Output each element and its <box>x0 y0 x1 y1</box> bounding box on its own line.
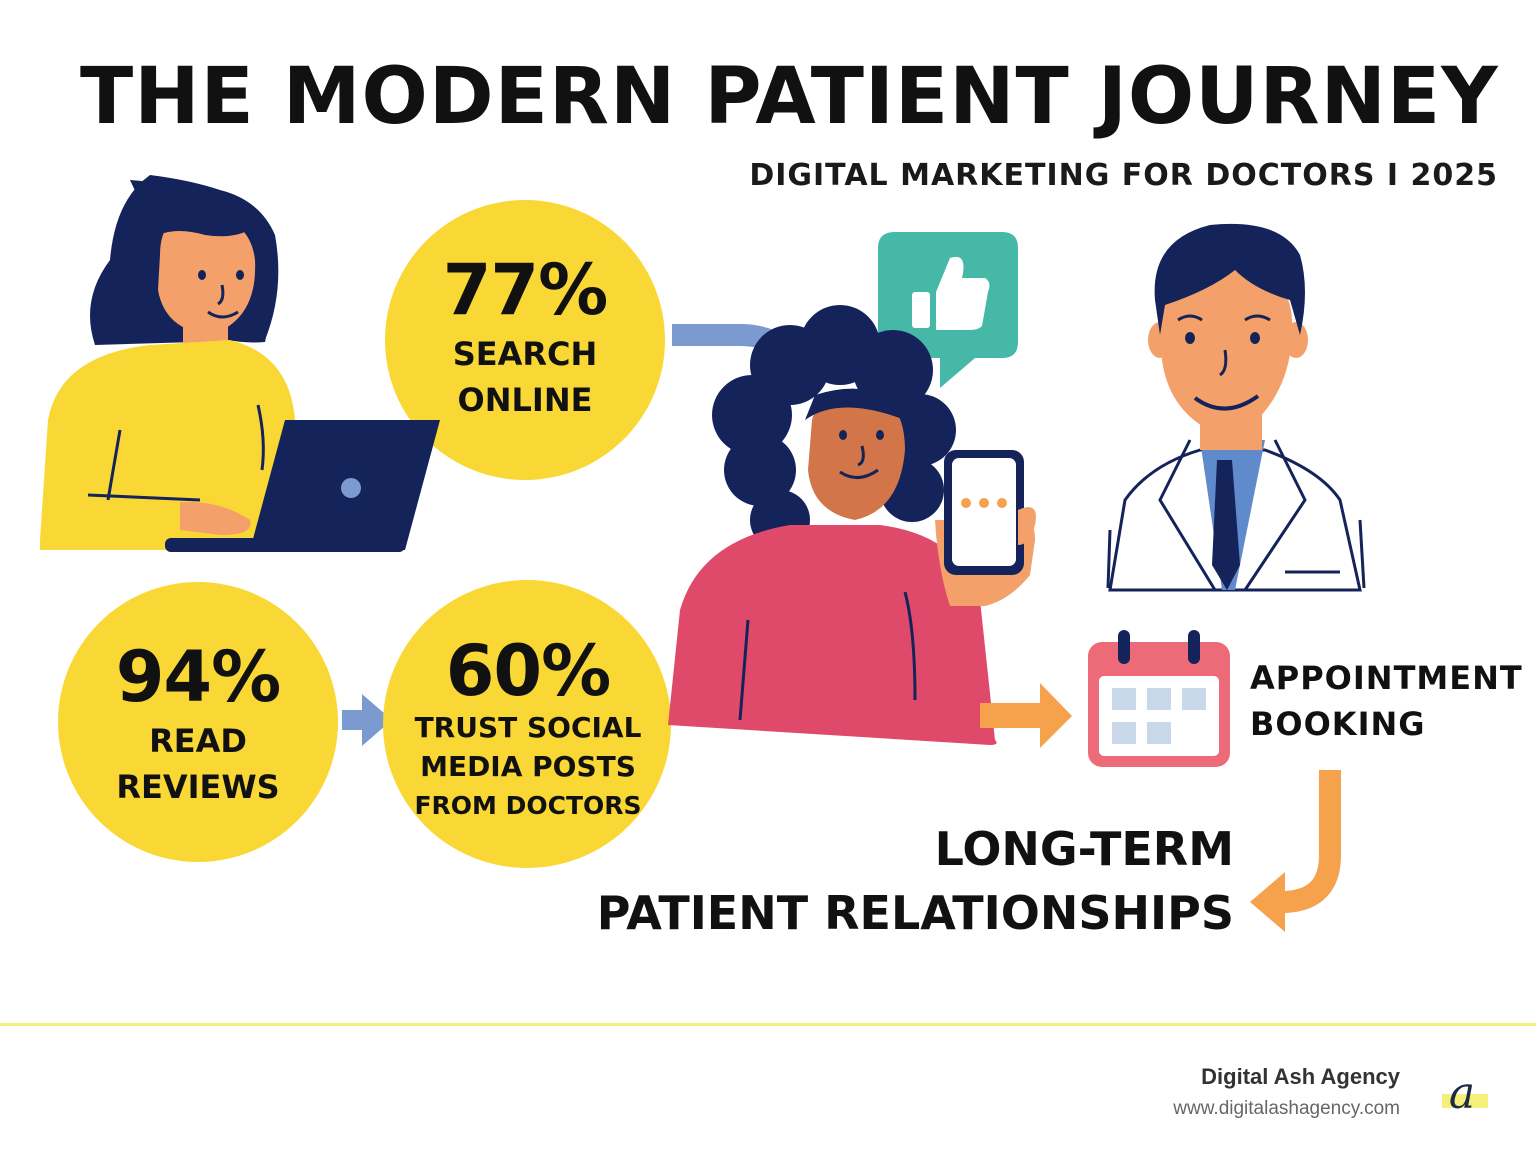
calendar-icon <box>1088 630 1230 767</box>
stat-value: 77% <box>442 249 609 331</box>
arrow-to-calendar <box>980 683 1072 748</box>
laptop-user-illustration <box>40 175 440 552</box>
stat-value: 60% <box>445 630 612 712</box>
stat-reviews: 94% READ REVIEWS <box>90 642 306 810</box>
agency-website[interactable]: www.digitalashagency.com <box>1173 1098 1400 1119</box>
arrow-icon <box>342 694 392 746</box>
relationships-line: LONG-TERM <box>934 822 1234 876</box>
stat-label-line: ONLINE <box>457 381 593 419</box>
page-subtitle: DIGITAL MARKETING FOR DOCTORS I 2025 <box>749 158 1498 193</box>
appointment-line: BOOKING <box>1250 705 1426 743</box>
smartphone-icon <box>944 450 1036 575</box>
relationships-label: LONG-TERM PATIENT RELATIONSHIPS <box>597 820 1234 942</box>
stat-circle-search <box>385 200 665 480</box>
stat-circle-social <box>383 580 671 868</box>
appointment-booking-label: APPOINTMENT BOOKING <box>1250 655 1523 747</box>
stat-social: 60% TRUST SOCIAL MEDIA POSTS FROM DOCTOR… <box>400 636 656 825</box>
stat-value: 94% <box>115 636 282 718</box>
doctor-illustration <box>1106 223 1366 592</box>
stat-label-line: READ <box>149 722 247 760</box>
logo-letter: a <box>1449 1068 1475 1119</box>
arrow-to-relationships <box>1250 770 1341 932</box>
phone-user-illustration <box>668 305 1035 745</box>
stat-label-line: TRUST SOCIAL <box>414 711 642 744</box>
stat-label-line: MEDIA POSTS <box>420 750 636 783</box>
stat-circle-reviews <box>58 582 338 862</box>
agency-logo: a <box>1442 1068 1488 1119</box>
stat-label-line: SEARCH <box>452 335 598 373</box>
agency-name: Digital Ash Agency <box>1201 1064 1400 1089</box>
stat-search: 77% SEARCH ONLINE <box>425 255 625 423</box>
appointment-line: APPOINTMENT <box>1250 659 1523 697</box>
footer-divider <box>0 1023 1536 1026</box>
stat-label-line: REVIEWS <box>116 768 280 806</box>
relationships-line: PATIENT RELATIONSHIPS <box>596 886 1234 940</box>
stat-label-line: FROM DOCTORS <box>414 791 642 820</box>
page-title: THE MODERN PATIENT JOURNEY <box>80 52 1499 142</box>
